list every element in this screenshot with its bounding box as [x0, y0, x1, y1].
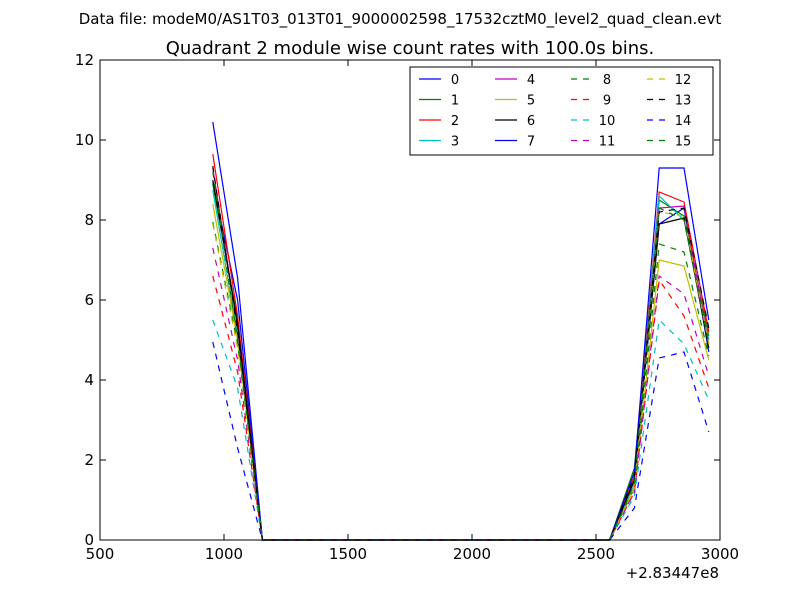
y-tick-label: 2 — [84, 451, 94, 469]
x-tick-label: 1000 — [205, 545, 243, 563]
legend-label-8: 8 — [603, 73, 611, 88]
legend-label-11: 11 — [599, 135, 616, 150]
x-tick-label: 2500 — [577, 545, 615, 563]
series-line-9 — [212, 275, 710, 541]
legend-label-5: 5 — [527, 94, 535, 109]
x-offset-label: +2.83447e8 — [626, 564, 719, 582]
legend-label-9: 9 — [603, 94, 611, 109]
legend-label-7: 7 — [527, 135, 535, 150]
series-layer — [212, 121, 710, 541]
legend-label-6: 6 — [527, 114, 535, 129]
y-tick-label: 10 — [75, 131, 94, 149]
y-tick-label: 6 — [84, 291, 94, 309]
y-tick-label: 4 — [84, 371, 94, 389]
legend-label-4: 4 — [527, 73, 535, 88]
series-line-14 — [212, 341, 710, 541]
y-tick-label: 12 — [75, 51, 94, 69]
legend-label-10: 10 — [599, 114, 616, 129]
legend-label-0: 0 — [451, 73, 459, 88]
y-tick-label: 0 — [84, 531, 94, 549]
legend-label-1: 1 — [451, 94, 459, 109]
legend-label-15: 15 — [675, 135, 692, 150]
series-line-11 — [212, 247, 710, 541]
suptitle: Data file: modeM0/AS1T03_013T01_90000025… — [79, 10, 722, 29]
legend-label-3: 3 — [451, 135, 459, 150]
legend-label-2: 2 — [451, 114, 459, 129]
y-tick-label: 8 — [84, 211, 94, 229]
x-tick-label: 500 — [86, 545, 115, 563]
legend-label-13: 13 — [675, 94, 692, 109]
x-tick-label: 3000 — [701, 545, 739, 563]
legend-label-12: 12 — [675, 73, 692, 88]
x-tick-label: 1500 — [329, 545, 367, 563]
legend-label-14: 14 — [675, 114, 692, 129]
x-tick-label: 2000 — [453, 545, 491, 563]
chart-title: Quadrant 2 module wise count rates with … — [166, 38, 655, 59]
